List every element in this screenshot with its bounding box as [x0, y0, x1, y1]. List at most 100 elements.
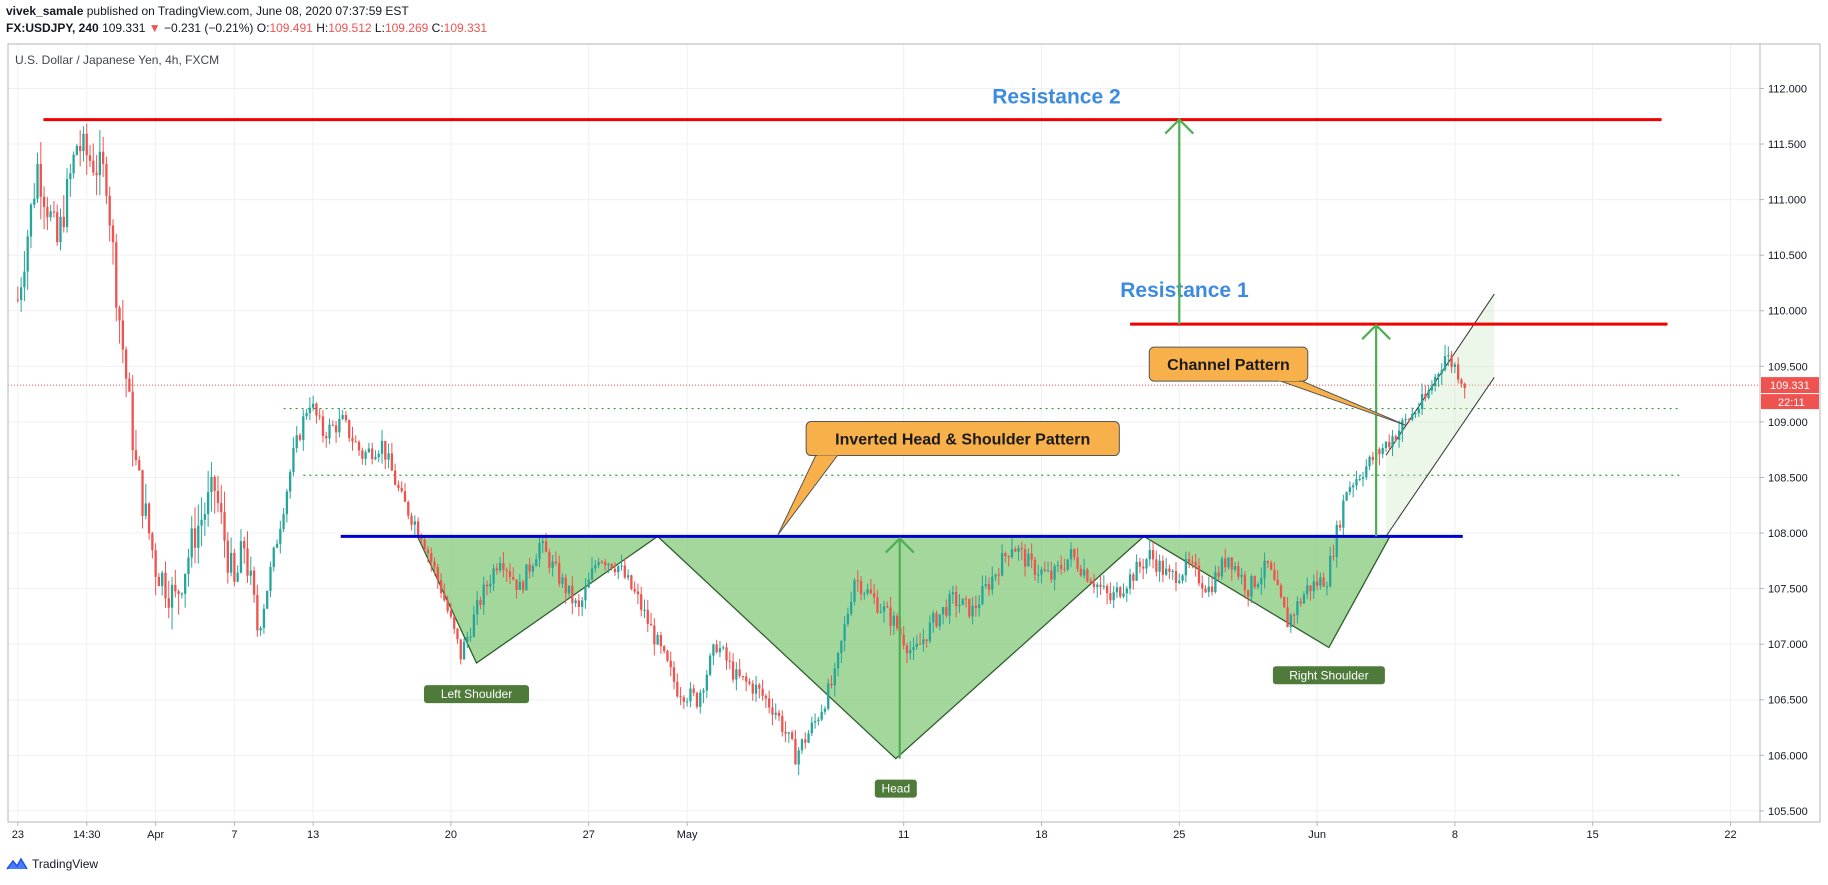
candle-body	[377, 453, 380, 458]
candle-body	[636, 591, 640, 595]
candle-body	[722, 647, 725, 649]
candle-body	[905, 645, 909, 654]
candle-body	[1269, 562, 1273, 570]
candle-body	[443, 593, 446, 601]
candle-body	[1089, 581, 1092, 584]
callout-pointer	[777, 454, 840, 536]
grid-lines	[8, 44, 1760, 822]
candle-body	[1184, 559, 1187, 576]
candle-body	[124, 349, 128, 379]
candle-body	[974, 605, 978, 609]
candle-body	[1453, 364, 1457, 367]
candle-body	[65, 179, 69, 228]
candle-body	[85, 133, 88, 156]
x-tick-label: 25	[1173, 829, 1185, 841]
candle-body	[1017, 548, 1020, 552]
candle-body	[1388, 441, 1391, 447]
candle-body	[1322, 577, 1325, 587]
candle-body	[42, 196, 46, 207]
callout-joint	[1278, 378, 1299, 382]
candle-body	[928, 622, 932, 642]
candle-body	[1424, 394, 1427, 398]
candle-body	[535, 559, 538, 567]
candle-body	[1420, 394, 1424, 410]
candle-body	[531, 566, 535, 572]
pattern-label-box	[874, 779, 917, 798]
candle-body	[626, 575, 630, 578]
channel-upper-line	[1385, 293, 1495, 456]
candle-body	[315, 403, 318, 416]
last-price-badge-text: 109.331	[1770, 380, 1810, 392]
candle-body	[115, 242, 118, 308]
x-tick-label: 18	[1035, 829, 1047, 841]
close-label: C:	[431, 21, 444, 35]
candle-body	[679, 696, 682, 698]
candle-body	[180, 593, 184, 595]
candle-body	[1292, 614, 1296, 616]
candle-body	[361, 450, 364, 459]
candle-body	[1325, 586, 1329, 588]
candle-body	[482, 584, 485, 605]
candle-body	[1102, 586, 1105, 588]
candle-body	[1037, 574, 1040, 576]
open-value: 109.491	[269, 21, 313, 35]
y-tick-label: 110.000	[1768, 306, 1807, 318]
pattern-label-box	[1272, 666, 1385, 685]
candle-body	[810, 722, 813, 734]
callout-pointer	[1277, 379, 1406, 426]
candle-body	[610, 563, 613, 569]
candle-body	[971, 605, 974, 617]
candle-body	[1338, 524, 1342, 528]
callout-box	[1148, 346, 1309, 382]
x-tick-label: 23	[12, 829, 24, 841]
candle-body	[768, 698, 771, 708]
candle-body	[367, 448, 371, 453]
candle-body	[1247, 590, 1250, 597]
candle-body	[400, 487, 403, 492]
footer-brand[interactable]: TradingView	[32, 857, 99, 871]
candle-body	[889, 607, 892, 626]
candle-body	[958, 604, 961, 607]
candle-body	[1381, 447, 1384, 455]
high-value: 109.512	[328, 21, 372, 35]
candle-body	[873, 593, 876, 598]
candle-body	[794, 738, 797, 765]
candle-body	[882, 606, 886, 612]
candle-body	[669, 660, 672, 668]
candle-body	[1023, 549, 1027, 567]
author-name[interactable]: vivek_samale	[6, 4, 84, 18]
candle-body	[1096, 584, 1099, 588]
candle-body	[459, 639, 462, 660]
candle-body	[295, 435, 298, 448]
candle-body	[1457, 364, 1460, 380]
candle-body	[807, 733, 810, 743]
x-tick-label: 13	[307, 829, 319, 841]
x-tick-label: May	[677, 829, 698, 841]
candle-body	[1368, 456, 1371, 467]
countdown-text: 22:11	[1778, 397, 1805, 409]
candle-body	[138, 460, 141, 471]
candle-body	[154, 550, 157, 577]
y-tick-label: 106.000	[1768, 750, 1808, 762]
candle-body	[584, 587, 587, 601]
candle-body	[1279, 585, 1283, 598]
candle-body	[1112, 592, 1115, 601]
x-tick-label: 22	[1724, 829, 1736, 841]
candle-body	[262, 608, 266, 628]
channel-lower-line	[1385, 377, 1495, 537]
candle-body	[131, 391, 134, 451]
candle-body	[439, 580, 443, 594]
candle-body	[948, 594, 951, 616]
candle-body	[1414, 413, 1417, 415]
candle-body	[95, 172, 98, 176]
candle-body	[213, 476, 216, 491]
candle-body	[656, 635, 659, 645]
candle-body	[495, 568, 499, 571]
candle-body	[1135, 561, 1138, 581]
candle-body	[574, 600, 577, 604]
candle-body	[476, 600, 479, 615]
candle-body	[705, 674, 708, 691]
candle-body	[567, 585, 571, 594]
candle-body	[23, 271, 26, 288]
